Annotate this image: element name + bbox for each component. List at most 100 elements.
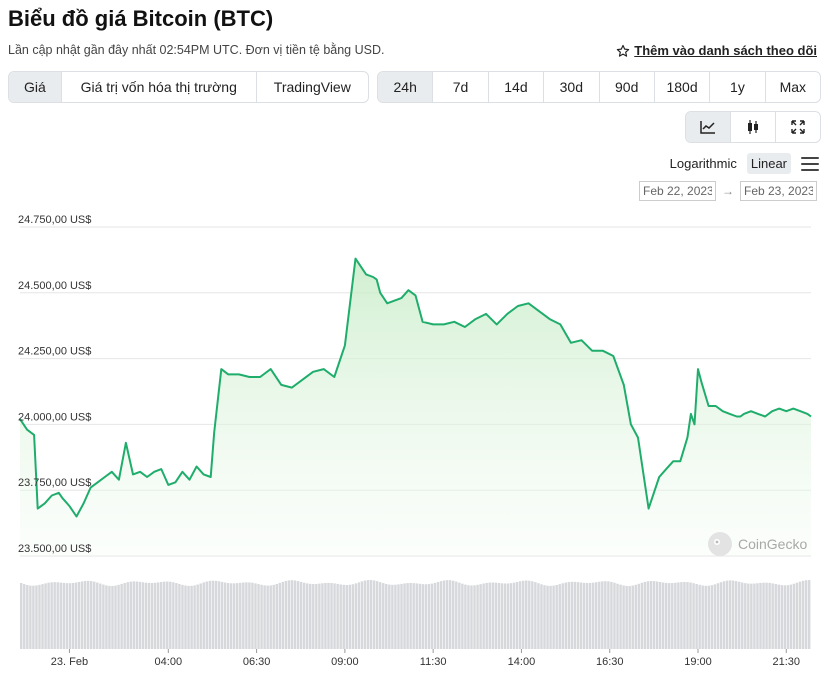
volume-bar — [552, 585, 555, 649]
fullscreen-button[interactable] — [776, 112, 820, 142]
range-180d[interactable]: 180d — [655, 72, 711, 102]
volume-bar — [169, 581, 172, 649]
volume-bar — [388, 584, 391, 649]
volume-bar — [604, 581, 607, 649]
volume-bar — [378, 582, 382, 649]
range-90d[interactable]: 90d — [600, 72, 655, 102]
range-24h[interactable]: 24h — [378, 72, 434, 102]
date-to-input[interactable] — [740, 181, 817, 201]
range-max[interactable]: Max — [779, 79, 807, 95]
volume-bar — [482, 583, 485, 649]
volume-bar — [229, 583, 233, 649]
volume-bar — [540, 584, 543, 649]
volume-bar — [677, 582, 680, 649]
x-tick-label: 11:30 — [420, 656, 447, 668]
volume-bar — [132, 581, 136, 649]
volume-bar — [421, 584, 425, 649]
volume-bar — [187, 585, 190, 649]
volume-bar — [150, 582, 154, 649]
line-chart-button[interactable] — [686, 112, 731, 142]
volume-bar — [786, 585, 790, 649]
price-area-fill — [20, 258, 811, 556]
range-tabs: 24h 7d 14d 30d 90d 180d 1y Max — [377, 71, 821, 103]
volume-bar — [661, 582, 665, 649]
volume-bar — [32, 585, 35, 649]
volume-bar — [208, 580, 212, 649]
volume-bar — [190, 585, 193, 649]
hamburger-menu-icon[interactable] — [801, 156, 819, 171]
volume-bar — [704, 585, 707, 649]
tab-tradingview[interactable]: TradingView — [273, 79, 351, 95]
volume-bar — [263, 585, 266, 649]
add-to-watchlist-link[interactable]: Thêm vào danh sách theo dõi — [616, 43, 817, 58]
price-chart[interactable]: 24.750,00 US$ 24.500,00 US$ 24.250,00 US$ 2… — [0, 200, 829, 677]
volume-bar — [479, 584, 482, 649]
volume-bar — [494, 582, 498, 649]
volume-bar — [400, 583, 403, 649]
volume-bar — [41, 584, 44, 649]
volume-bar — [141, 582, 145, 649]
y-tick-label: 24.250,00 US$ — [18, 346, 91, 358]
volume-bar — [683, 581, 686, 649]
volume-bar — [558, 584, 561, 649]
date-from-input[interactable] — [639, 181, 716, 201]
x-tick-label: 16:30 — [596, 656, 624, 668]
volume-bar — [93, 581, 96, 649]
volume-bar — [716, 583, 720, 649]
volume-bar — [801, 580, 805, 649]
volume-bar — [594, 582, 598, 649]
coingecko-watermark: CoinGecko — [708, 532, 807, 556]
candlestick-icon — [748, 120, 758, 134]
volume-bar — [777, 584, 780, 649]
volume-bar — [783, 585, 787, 649]
volume-bar — [412, 583, 415, 649]
volume-bar — [807, 580, 811, 649]
volume-bar — [415, 583, 418, 649]
volume-bar — [351, 584, 355, 649]
volume-bar — [567, 581, 571, 649]
volume-bar — [226, 583, 230, 649]
scale-logarithmic[interactable]: Logarithmic — [669, 156, 737, 171]
volume-bar — [305, 583, 309, 649]
tab-price[interactable]: Giá — [9, 72, 62, 102]
volume-bar — [534, 582, 537, 649]
volume-bar — [436, 582, 440, 649]
volume-bar — [299, 581, 303, 649]
volume-bar — [318, 583, 321, 649]
chart-type-toolbar — [685, 111, 821, 143]
volume-bar — [674, 582, 677, 649]
volume-bar — [722, 581, 726, 649]
volume-bar — [792, 583, 796, 649]
range-7d[interactable]: 7d — [433, 72, 489, 102]
volume-bar — [251, 582, 254, 649]
volume-bar — [321, 583, 324, 649]
volume-bar — [348, 584, 352, 649]
volume-bar — [363, 580, 367, 649]
volume-bar — [707, 585, 711, 649]
volume-bar — [108, 585, 111, 649]
volume-bar — [26, 584, 29, 649]
volume-bar — [737, 581, 741, 649]
volume-bar — [284, 580, 288, 649]
volume-bar — [20, 583, 23, 649]
volume-bar — [762, 582, 765, 649]
volume-bar — [555, 584, 558, 649]
tab-market-cap[interactable]: Giá trị vốn hóa thị trường — [62, 72, 257, 102]
range-1y[interactable]: 1y — [710, 72, 766, 102]
volume-bar — [564, 582, 568, 649]
volume-bar — [521, 580, 525, 649]
range-30d[interactable]: 30d — [544, 72, 600, 102]
volume-bar — [503, 583, 507, 649]
volume-bar — [430, 583, 434, 649]
range-14d[interactable]: 14d — [489, 72, 545, 102]
volume-bar — [631, 585, 634, 649]
scale-linear[interactable]: Linear — [746, 153, 791, 174]
volume-bar — [147, 582, 151, 649]
candlestick-button[interactable] — [731, 112, 776, 142]
x-tick-label: 23. Feb — [51, 656, 88, 668]
volume-bar — [397, 584, 400, 649]
volume-bar — [582, 582, 586, 649]
volume-bar — [771, 583, 774, 649]
volume-bar — [424, 584, 428, 649]
volume-bar — [668, 583, 671, 649]
